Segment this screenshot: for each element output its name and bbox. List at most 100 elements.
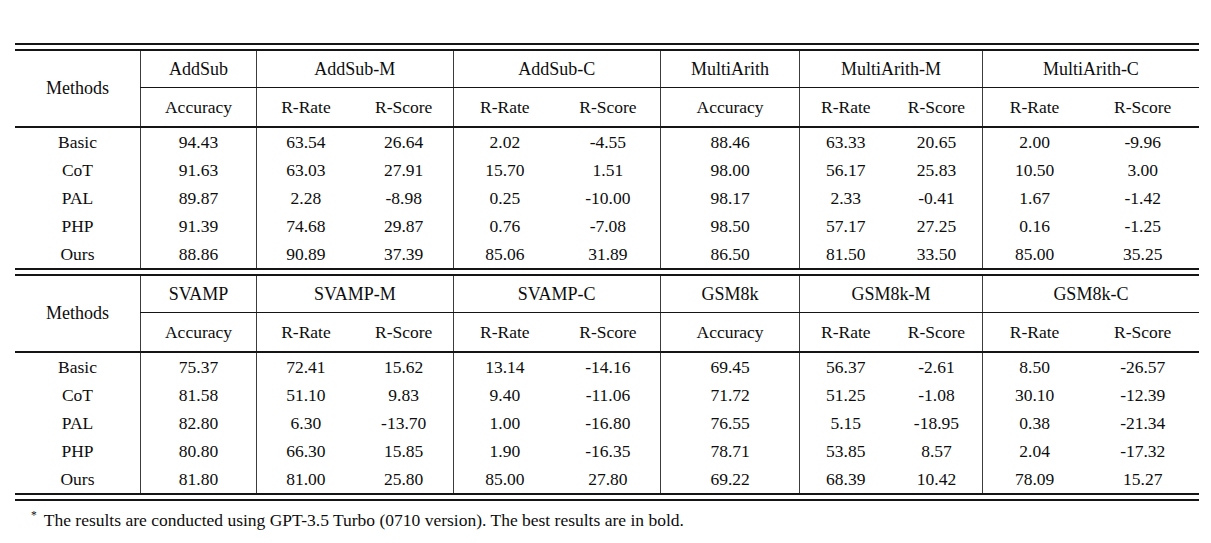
table-row: PHP91.3974.6829.870.76-7.0898.5057.1727.… — [15, 212, 1199, 240]
subheader-accuracy: Accuracy — [141, 313, 257, 353]
value-cell: -9.96 — [1086, 127, 1199, 156]
value-cell: 2.28 — [257, 184, 355, 212]
subheader-r-rate: R-Rate — [453, 313, 556, 353]
table-row: Ours81.8081.0025.8085.0027.8069.2268.391… — [15, 465, 1199, 493]
value-cell: 78.09 — [982, 465, 1086, 493]
subheader-accuracy: Accuracy — [660, 313, 800, 353]
value-cell: 33.50 — [891, 240, 982, 268]
value-cell: -16.80 — [556, 409, 660, 437]
group-header-gsm8k: GSM8k — [660, 276, 800, 313]
subheader-accuracy: Accuracy — [660, 88, 800, 128]
table-row: CoT81.5851.109.839.40-11.0671.7251.25-1.… — [15, 381, 1199, 409]
value-cell: 6.30 — [257, 409, 355, 437]
table-row: CoT91.6363.0327.9115.701.5198.0056.1725.… — [15, 156, 1199, 184]
value-cell: 51.25 — [800, 381, 891, 409]
paper-results-table-figure: Methods AddSub AddSub-M AddSub-C MultiAr… — [0, 0, 1211, 543]
value-cell: 15.62 — [355, 352, 453, 381]
dataset-header-row: Methods SVAMP SVAMP-M SVAMP-C GSM8k GSM8… — [15, 276, 1199, 313]
middle-double-rule — [15, 268, 1199, 276]
bottom-double-rule — [15, 493, 1199, 501]
value-cell: 76.55 — [660, 409, 800, 437]
value-cell: 13.14 — [453, 352, 556, 381]
value-cell: 57.17 — [800, 212, 891, 240]
value-cell: -0.41 — [891, 184, 982, 212]
value-cell: 75.37 — [141, 352, 257, 381]
group-header-multiarith-c: MultiArith-C — [982, 51, 1199, 88]
value-cell: 98.00 — [660, 156, 800, 184]
value-cell: 69.22 — [660, 465, 800, 493]
methods-header: Methods — [15, 276, 141, 352]
methods-header: Methods — [15, 51, 141, 127]
method-cell: CoT — [15, 381, 141, 409]
value-cell: 9.40 — [453, 381, 556, 409]
value-cell: 81.58 — [141, 381, 257, 409]
subheader-r-rate: R-Rate — [257, 313, 355, 353]
value-cell: -1.25 — [1086, 212, 1199, 240]
value-cell: 53.85 — [800, 437, 891, 465]
value-cell: 91.63 — [141, 156, 257, 184]
subheader-r-rate: R-Rate — [453, 88, 556, 128]
group-header-gsm8k-c: GSM8k-C — [982, 276, 1199, 313]
footnote-text: The results are conducted using GPT-3.5 … — [44, 510, 684, 530]
value-cell: 15.85 — [355, 437, 453, 465]
value-cell: 15.70 — [453, 156, 556, 184]
value-cell: 29.87 — [355, 212, 453, 240]
group-header-addsub: AddSub — [141, 51, 257, 88]
value-cell: 25.83 — [891, 156, 982, 184]
method-cell: PHP — [15, 212, 141, 240]
value-cell: 27.91 — [355, 156, 453, 184]
value-cell: -18.95 — [891, 409, 982, 437]
subheader-accuracy: Accuracy — [141, 88, 257, 128]
subheader-r-score: R-Score — [355, 88, 453, 128]
value-cell: 2.00 — [982, 127, 1086, 156]
subheader-r-score: R-Score — [1086, 313, 1199, 353]
group-header-svamp: SVAMP — [141, 276, 257, 313]
value-cell: 81.00 — [257, 465, 355, 493]
subheader-r-score: R-Score — [556, 88, 660, 128]
value-cell: 1.00 — [453, 409, 556, 437]
table-row: Ours88.8690.8937.3985.0631.8986.5081.503… — [15, 240, 1199, 268]
subheader-r-rate: R-Rate — [982, 88, 1086, 128]
value-cell: 63.54 — [257, 127, 355, 156]
value-cell: 31.89 — [556, 240, 660, 268]
value-cell: 26.64 — [355, 127, 453, 156]
value-cell: -21.34 — [1086, 409, 1199, 437]
group-header-multiarith: MultiArith — [660, 51, 800, 88]
value-cell: 0.25 — [453, 184, 556, 212]
method-cell: Ours — [15, 240, 141, 268]
value-cell: 82.80 — [141, 409, 257, 437]
value-cell: 85.00 — [982, 240, 1086, 268]
method-cell: Ours — [15, 465, 141, 493]
value-cell: 89.87 — [141, 184, 257, 212]
group-header-svamp-m: SVAMP-M — [257, 276, 454, 313]
value-cell: 68.39 — [800, 465, 891, 493]
group-header-multiarith-m: MultiArith-M — [800, 51, 982, 88]
table-row: PAL82.806.30-13.701.00-16.8076.555.15-18… — [15, 409, 1199, 437]
value-cell: -13.70 — [355, 409, 453, 437]
subheader-r-score: R-Score — [556, 313, 660, 353]
value-cell: -1.08 — [891, 381, 982, 409]
method-cell: Basic — [15, 127, 141, 156]
value-cell: 0.76 — [453, 212, 556, 240]
value-cell: 71.72 — [660, 381, 800, 409]
value-cell: 86.50 — [660, 240, 800, 268]
value-cell: -1.42 — [1086, 184, 1199, 212]
value-cell: -11.06 — [556, 381, 660, 409]
value-cell: 85.00 — [453, 465, 556, 493]
footnote-marker: * — [31, 509, 37, 521]
value-cell: 72.41 — [257, 352, 355, 381]
group-header-svamp-c: SVAMP-C — [453, 276, 660, 313]
subheader-r-rate: R-Rate — [982, 313, 1086, 353]
value-cell: 88.86 — [141, 240, 257, 268]
value-cell: 27.25 — [891, 212, 982, 240]
value-cell: 0.38 — [982, 409, 1086, 437]
subheader-r-rate: R-Rate — [257, 88, 355, 128]
value-cell: 63.03 — [257, 156, 355, 184]
table-row: PHP80.8066.3015.851.90-16.3578.7153.858.… — [15, 437, 1199, 465]
value-cell: 56.17 — [800, 156, 891, 184]
method-cell: PAL — [15, 409, 141, 437]
subheader-r-rate: R-Rate — [800, 88, 891, 128]
table-row: Basic94.4363.5426.642.02-4.5588.4663.332… — [15, 127, 1199, 156]
value-cell: 81.50 — [800, 240, 891, 268]
value-cell: 51.10 — [257, 381, 355, 409]
